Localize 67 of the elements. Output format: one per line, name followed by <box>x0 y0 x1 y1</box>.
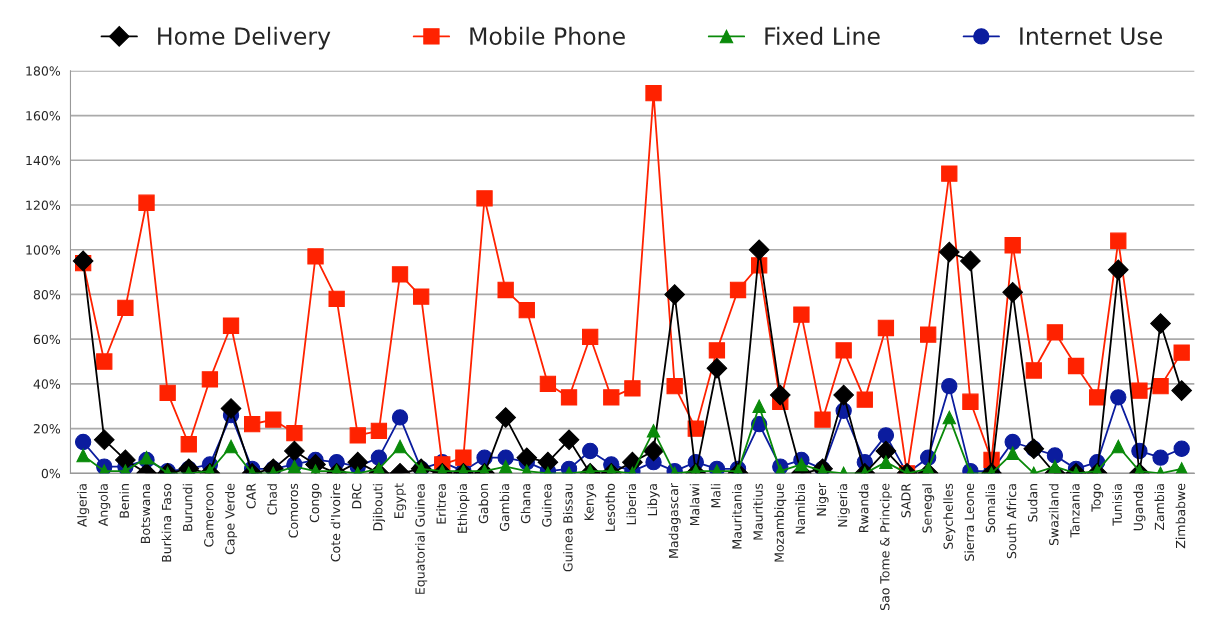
x-tick-label: Gabon <box>478 484 489 524</box>
x-tick-label: Nigeria <box>837 484 850 527</box>
y-tick-label: 180% <box>26 66 61 76</box>
y-tick-label: 0% <box>41 468 61 479</box>
x-tick-label: Sierra Leone <box>964 483 975 561</box>
x-tick-label: Angola <box>98 484 111 527</box>
x-tick-label: Zimbabwe <box>1175 483 1186 549</box>
x-tick-label: South Africa <box>1006 484 1017 559</box>
x-tick-label: Mauritius <box>753 483 763 540</box>
y-tick-label: 40% <box>33 379 61 389</box>
x-tick-label: Eritrea <box>436 484 446 524</box>
x-tick-label: Burundi <box>182 484 193 531</box>
x-tick-label: Mali <box>710 484 721 508</box>
x-tick-label: Malawi <box>689 484 700 526</box>
y-tick-label: 140% <box>26 155 61 166</box>
x-tick-label: Botswana <box>140 484 151 543</box>
x-tick-label: Ghana <box>520 484 531 524</box>
x-tick-label: Zambia <box>1154 484 1165 530</box>
x-tick-label: Guinea Bissau <box>562 484 573 572</box>
legend-label: Fixed Line <box>765 26 880 46</box>
x-tick-label: Lesotho <box>605 483 615 531</box>
y-tick-label: 120% <box>26 200 61 210</box>
x-tick-label: Cape Verde <box>224 483 238 555</box>
legend-label: Home Delivery <box>158 26 331 50</box>
x-tick-label: Equatorial Guinea <box>415 484 428 594</box>
x-tick-label: Cote d'Ivoire <box>330 483 341 562</box>
x-tick-label: Libya <box>647 484 660 516</box>
x-tick-label: Uganda <box>1133 484 1146 531</box>
x-tick-label: DRC <box>351 483 362 509</box>
x-tick-label: Namibia <box>795 484 806 534</box>
y-tick-label: 60% <box>33 334 61 345</box>
x-tick-label: Ethiopia <box>457 484 470 533</box>
x-tick-label: Sudan <box>1027 484 1038 522</box>
x-tick-label: Niger <box>816 483 829 516</box>
y-tick-label: 20% <box>33 424 61 434</box>
x-tick-label: Swaziland <box>1048 484 1059 546</box>
x-tick-label: Somalia <box>985 484 996 533</box>
x-tick-label: Mauritania <box>731 484 742 549</box>
x-tick-label: Sao Tome & Principe <box>879 483 892 610</box>
x-tick-label: Tanzania <box>1069 484 1080 538</box>
x-tick-label: Algeria <box>77 484 90 527</box>
x-tick-label: Gambia <box>499 484 510 531</box>
x-tick-label: Egypt <box>394 483 407 518</box>
y-tick-label: 160% <box>26 111 61 121</box>
x-tick-label: SADR <box>901 483 911 518</box>
x-tick-label: Burkina Faso <box>161 483 172 562</box>
x-tick-label: Kenya <box>584 484 597 521</box>
x-tick-label: Togo <box>1091 483 1104 512</box>
y-tick-label: 80% <box>33 289 61 300</box>
legend-label: Internet Use <box>1020 27 1163 46</box>
x-tick-label: Guinea <box>541 484 552 527</box>
x-tick-label: Rwanda <box>858 484 869 532</box>
legend-label: Mobile Phone <box>470 26 625 46</box>
x-tick-label: Tunisia <box>1112 484 1122 526</box>
x-tick-label: Djibouti <box>372 484 385 531</box>
x-tick-label: Seychelles <box>943 483 956 549</box>
x-tick-label: Comoros <box>288 483 299 538</box>
x-tick-label: Liberia <box>626 484 637 525</box>
x-tick-label: Mozambique <box>774 483 787 562</box>
y-tick-label: 100% <box>26 245 61 255</box>
x-tick-label: CAR <box>246 483 256 509</box>
x-tick-label: Chad <box>267 484 277 515</box>
x-tick-label: Senegal <box>922 484 935 533</box>
x-tick-label: Cameroon <box>204 484 214 547</box>
x-tick-label: Madagascar <box>668 483 681 558</box>
x-tick-label: Benin <box>119 484 130 518</box>
x-tick-label: Congo <box>309 483 322 523</box>
